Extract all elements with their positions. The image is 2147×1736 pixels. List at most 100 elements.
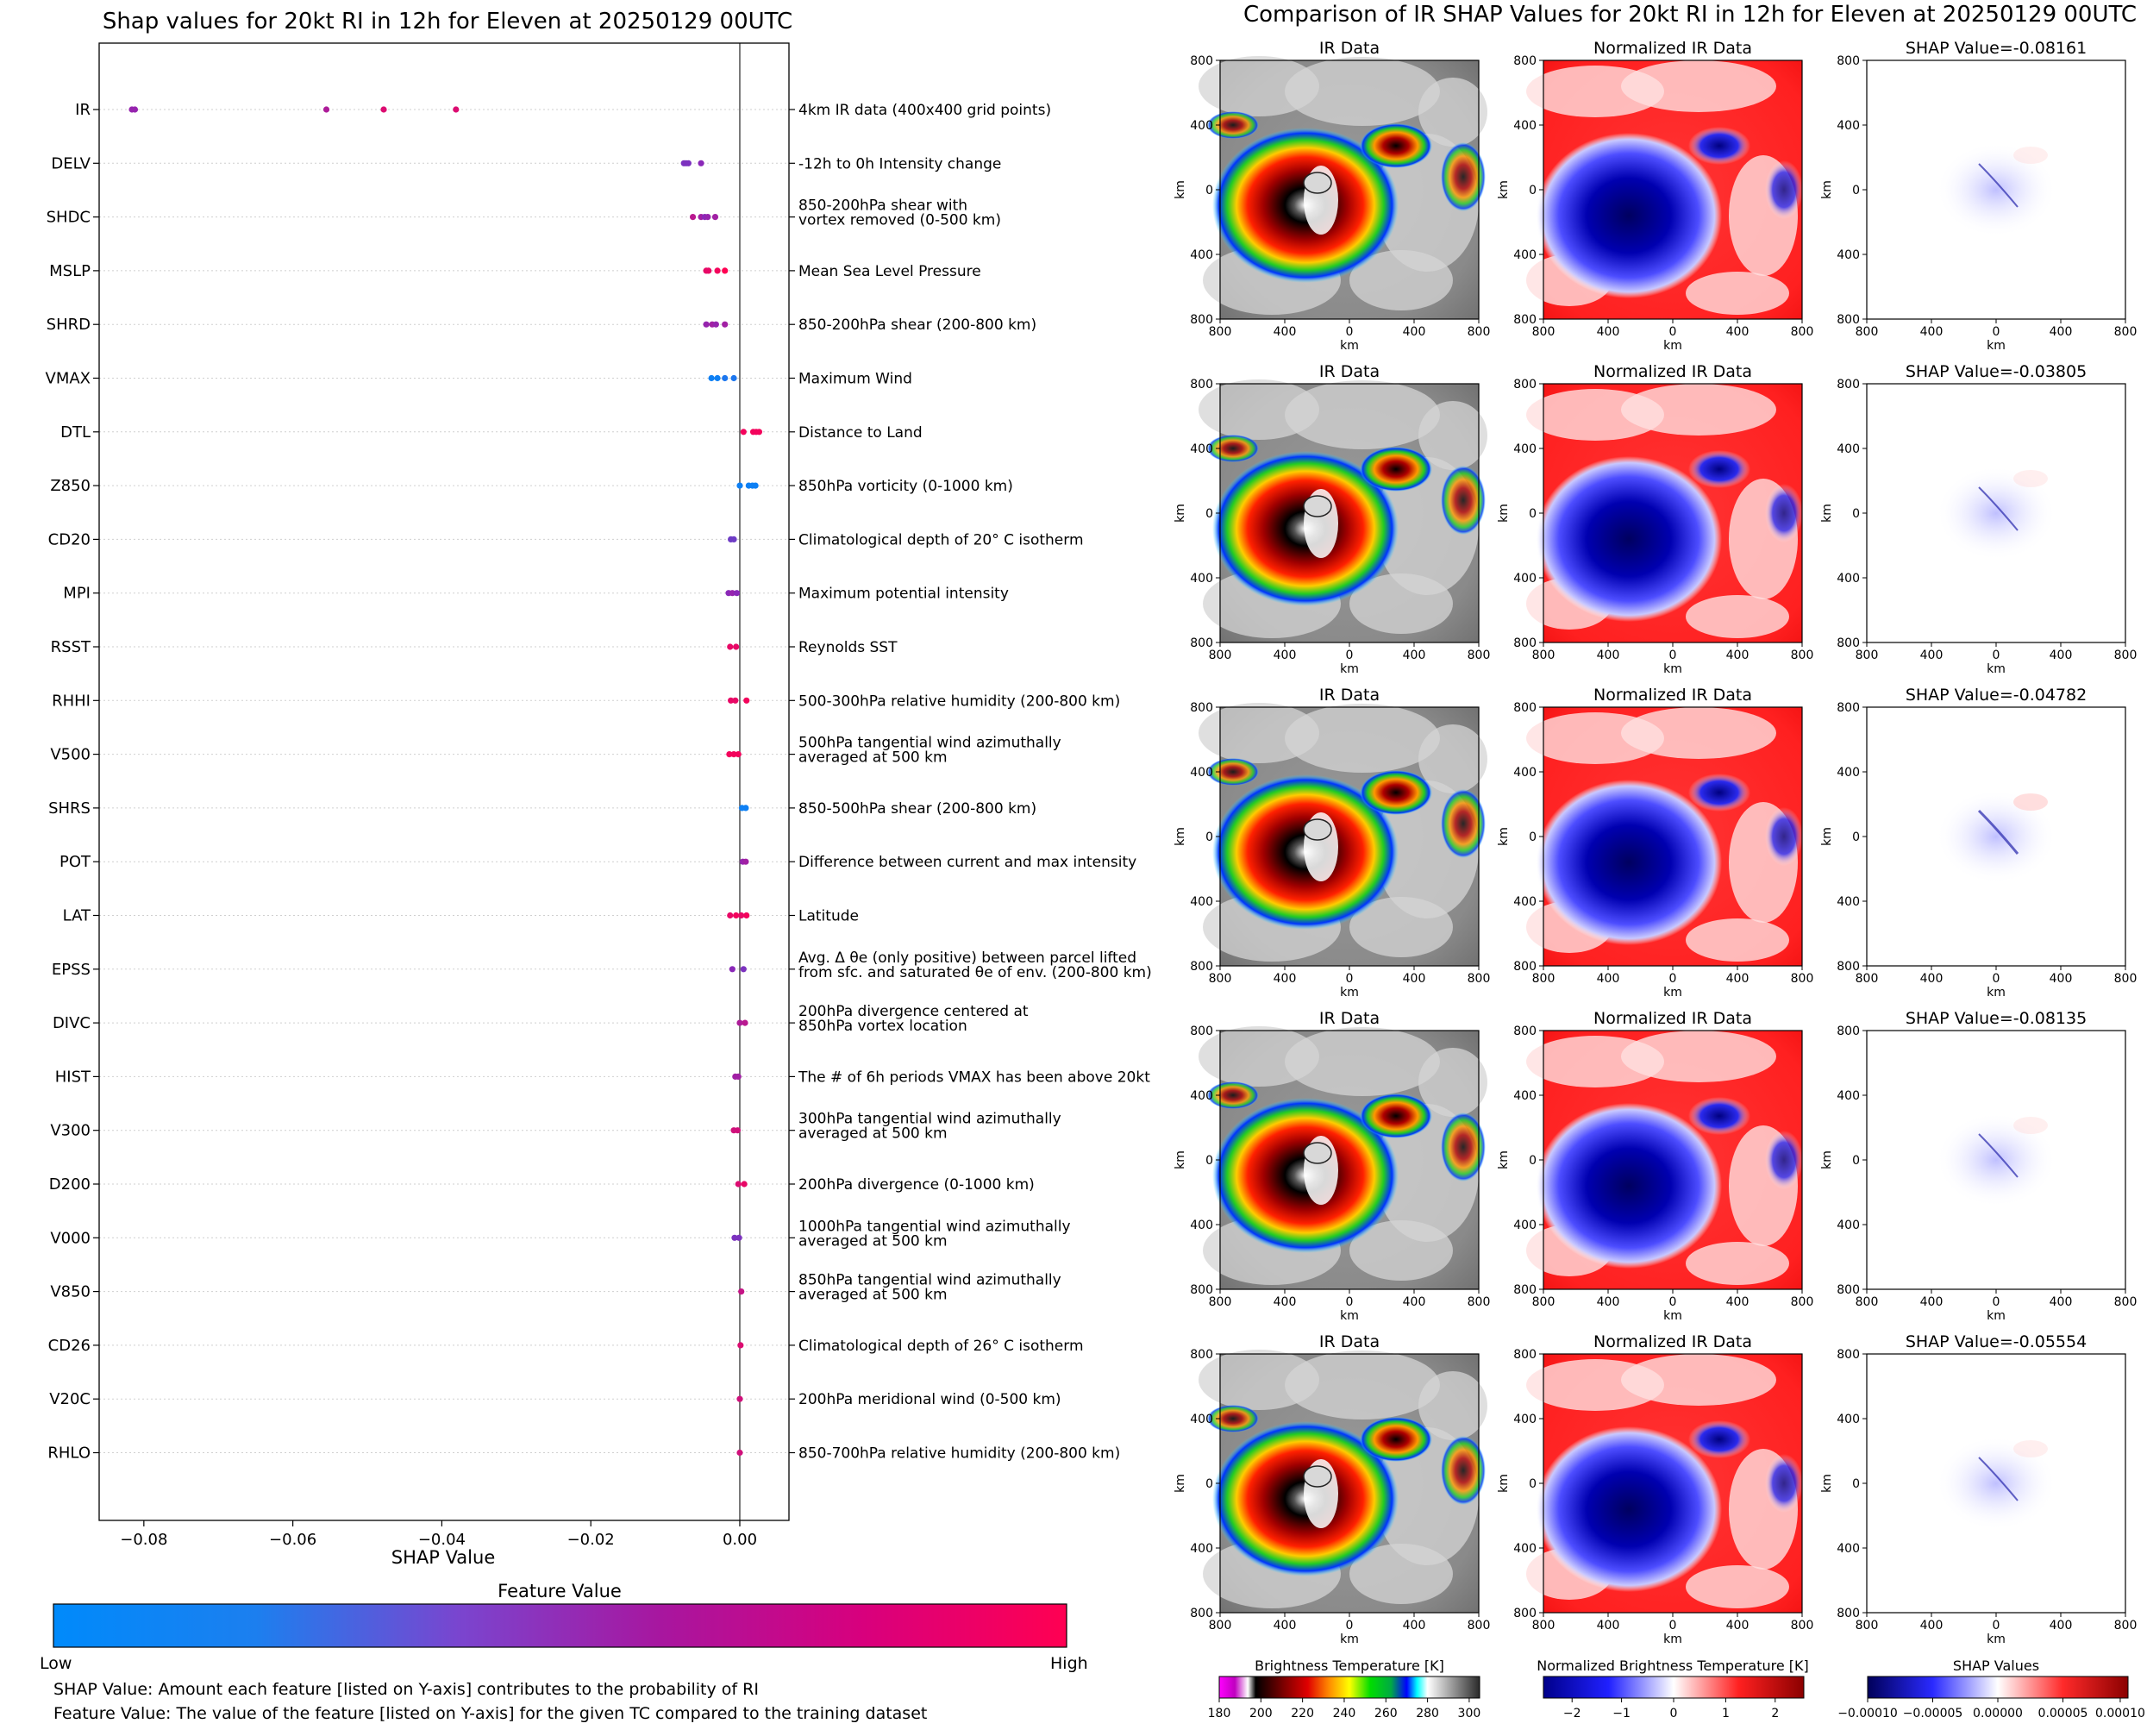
panel-x-label: km: [1340, 1633, 1359, 1646]
panel-x-tick-label: 400: [1597, 1619, 1620, 1633]
colorbar-tick-label: 1: [1722, 1707, 1730, 1720]
panel-y-label: km: [1497, 1474, 1511, 1493]
panel-y-label: km: [1820, 180, 1834, 199]
shap-point: [736, 1395, 743, 1402]
feature-description: 300hPa tangential wind azimuthally averag…: [798, 1111, 1061, 1143]
panel-y-tick-label: 800: [1837, 54, 1860, 68]
norm-warm-patch: [1686, 1565, 1789, 1608]
panel-title: Normalized IR Data: [1593, 39, 1752, 58]
panel-y-label: km: [1497, 180, 1511, 199]
panel-y-tick-label: 400: [1513, 766, 1537, 780]
panel-x-tick-label: 400: [1403, 972, 1426, 986]
panel-x-label: km: [1663, 662, 1682, 676]
panel-x-tick-label: 400: [2050, 972, 2073, 986]
panel-x-tick-label: 0: [1346, 1295, 1354, 1309]
grid-panels: IR Data 800 800 400 400 0 0 400 400 800 800 km km Nor…: [1174, 39, 2137, 1646]
shap-point: [743, 912, 750, 919]
panel-y-tick-label: 800: [1190, 1607, 1213, 1620]
panel-y-tick-label: 800: [1837, 701, 1860, 715]
shap-point: [708, 374, 715, 382]
feature-label: V000: [50, 1229, 91, 1247]
shap-colorbar-title: SHAP Values: [1953, 1658, 2039, 1674]
panel-y-label: km: [1174, 180, 1187, 199]
norm-storm-core: [1536, 1426, 1722, 1592]
shap-point: [698, 160, 704, 166]
panel-frame: [1543, 1353, 1803, 1614]
feature-description: 850-200hPa shear (200-800 km): [798, 316, 1036, 334]
panel-y-tick-label: 400: [1513, 895, 1537, 909]
norm-convective-cell: [1688, 450, 1750, 488]
ir-convective-cell: [1441, 1112, 1486, 1181]
panel-y-label: km: [1174, 504, 1187, 523]
panel-x-tick-label: 400: [1274, 1619, 1297, 1633]
panel-r5-c3: SHAP Value=-0.05554800800400400004004008…: [1820, 1332, 2137, 1646]
feature-description: 850hPa vorticity (0-1000 km): [798, 478, 1013, 495]
panel-y-tick-label: 800: [1837, 313, 1860, 327]
panel-x-tick-label: 0: [1346, 325, 1354, 339]
panel-y-tick-label: 800: [1513, 378, 1537, 392]
panel-title: Normalized IR Data: [1593, 362, 1752, 381]
panel-x-tick-label: 800: [2114, 1619, 2138, 1633]
colorbar-high-label: High: [1050, 1654, 1088, 1673]
shap-point: [685, 160, 692, 166]
feature-description: 1000hPa tangential wind azimuthally avera…: [798, 1218, 1071, 1250]
panel-frame: [1219, 706, 1480, 967]
panel-x-label: km: [1340, 986, 1359, 1000]
panel-x-tick-label: 400: [1274, 1295, 1297, 1309]
panel-x-label: km: [1663, 1309, 1682, 1323]
feature-label: V20C: [49, 1390, 91, 1408]
shap-point: [735, 1181, 742, 1188]
feature-label: DELV: [51, 154, 91, 172]
panel-y-tick-label: 400: [1190, 1219, 1213, 1232]
panel-x-tick-label: 800: [1791, 649, 1814, 662]
colorbar-tick-label: 0.00005: [2038, 1707, 2088, 1720]
panel-x-tick-label: 400: [2050, 325, 2073, 339]
feature-label: RHLO: [47, 1445, 91, 1463]
panel-x-tick-label: 800: [1856, 1619, 1879, 1633]
panel-title: IR Data: [1319, 1332, 1380, 1351]
shap-point: [728, 697, 735, 704]
panel-x-tick-label: 800: [1532, 325, 1555, 339]
colorbar-tick-label: −0.00010: [1837, 1707, 1898, 1720]
summary-x-ticks: −0.08 −0.06 −0.04 −0.02 0.00: [120, 1520, 757, 1549]
panel-frame: [1866, 60, 2126, 320]
feature-description: Distance to Land: [798, 424, 923, 442]
panel-frame: [1219, 1030, 1480, 1290]
panel-y-label: km: [1820, 1474, 1834, 1493]
norm-warm-patch: [1621, 384, 1776, 436]
panel-y-tick-label: 400: [1837, 895, 1860, 909]
panel-frame: [1866, 706, 2126, 967]
feature-description: Climatological depth of 26° C isotherm: [798, 1338, 1084, 1355]
panel-title: Normalized IR Data: [1593, 686, 1752, 705]
ir-convective-cell: [1360, 1417, 1432, 1462]
shap-point: [736, 1449, 743, 1457]
ir-cloud-patch: [1418, 1048, 1487, 1117]
panel-y-tick-label: 400: [1837, 248, 1860, 262]
shap-region: [1936, 789, 2056, 884]
feature-description: 200hPa meridional wind (0-500 km): [798, 1391, 1061, 1408]
panel-frame: [1543, 1030, 1803, 1290]
feature-label: CD26: [48, 1337, 91, 1355]
feature-description: 500-300hPa relative humidity (200-800 km…: [798, 693, 1120, 710]
panel-x-tick-label: 0: [1346, 649, 1354, 662]
shap-point: [740, 966, 747, 973]
panel-y-tick-label: 400: [1513, 442, 1537, 456]
panel-title: IR Data: [1319, 362, 1380, 381]
panel-y-tick-label: 400: [1837, 1413, 1860, 1426]
panel-y-tick-label: 800: [1190, 1348, 1213, 1362]
panel-y-tick-label: 800: [1190, 378, 1213, 392]
panel-x-tick-label: 400: [1597, 649, 1620, 662]
panel-y-tick-label: 800: [1513, 1025, 1537, 1038]
panel-y-tick-label: 0: [1205, 507, 1213, 521]
feature-label: V300: [50, 1122, 91, 1140]
shap-point: [704, 214, 711, 221]
panel-x-tick-label: 800: [1209, 649, 1232, 662]
panel-x-tick-label: 400: [1597, 972, 1620, 986]
panel-x-tick-label: 0: [1669, 325, 1677, 339]
panel-y-tick-label: 400: [1190, 766, 1213, 780]
panel-y-label: km: [1497, 827, 1511, 846]
x-tick-label: −0.04: [418, 1531, 466, 1549]
panel-y-label: km: [1174, 1474, 1187, 1493]
panel-y-tick-label: 800: [1190, 1283, 1213, 1297]
